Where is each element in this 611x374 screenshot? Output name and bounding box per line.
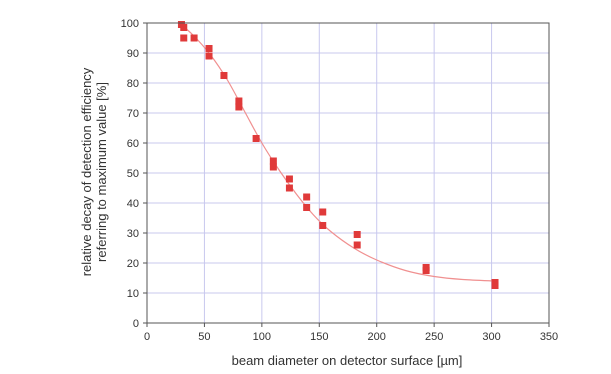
data-point xyxy=(491,282,499,289)
data-point xyxy=(220,72,228,79)
data-point xyxy=(319,222,327,229)
data-point xyxy=(235,103,243,111)
data-point xyxy=(252,135,260,142)
y-tick-label: 30 xyxy=(127,228,139,240)
data-point xyxy=(205,52,213,60)
data-point xyxy=(205,45,213,52)
data-point xyxy=(303,193,311,201)
data-point xyxy=(285,175,293,183)
data-points xyxy=(177,21,499,289)
data-point xyxy=(353,231,361,238)
data-point xyxy=(319,208,327,216)
y-axis-label-line-2: referring to maximum value [%] xyxy=(94,82,109,262)
data-point xyxy=(180,24,188,31)
axes: 0 50 100 150 200 250 300 350 0 10 20 30 40 50 60 70 80 90… xyxy=(121,18,559,343)
y-axis-label-line-1: relative decay of detection efficiency xyxy=(79,67,94,276)
y-tick-label: 70 xyxy=(127,108,139,120)
y-tick-label: 90 xyxy=(127,48,139,60)
x-tick-label: 0 xyxy=(144,331,150,343)
x-tick-label: 350 xyxy=(540,331,558,343)
y-axis-label: relative decay of detection efficiency r… xyxy=(79,67,109,276)
fit-curve xyxy=(178,22,496,282)
x-tick-label: 200 xyxy=(368,331,386,343)
x-tick-label: 100 xyxy=(253,331,271,343)
data-point xyxy=(269,163,277,171)
data-point xyxy=(180,34,188,42)
grid xyxy=(147,23,549,323)
fit-curve-layer xyxy=(178,22,496,282)
plot-frame xyxy=(146,22,550,324)
y-tick-label: 10 xyxy=(127,288,139,300)
data-point xyxy=(422,267,430,274)
x-tick-label: 50 xyxy=(198,331,210,343)
y-tick-label: 0 xyxy=(133,318,139,330)
x-tick-label: 250 xyxy=(425,331,443,343)
y-tick-label: 40 xyxy=(127,198,139,210)
y-tick-label: 60 xyxy=(127,138,139,150)
data-point xyxy=(269,157,277,165)
x-tick-label: 300 xyxy=(482,331,500,343)
y-tick-label: 50 xyxy=(127,168,139,180)
data-point xyxy=(353,241,361,249)
data-point xyxy=(190,34,198,42)
y-tick-label: 20 xyxy=(127,258,139,270)
y-tick-label: 80 xyxy=(127,78,139,90)
x-axis-label: beam diameter on detector surface [µm] xyxy=(232,353,463,368)
y-tick-label: 100 xyxy=(121,18,139,30)
x-tick-label: 150 xyxy=(310,331,328,343)
data-point xyxy=(303,204,311,211)
data-point xyxy=(235,97,243,105)
data-point xyxy=(285,184,293,192)
